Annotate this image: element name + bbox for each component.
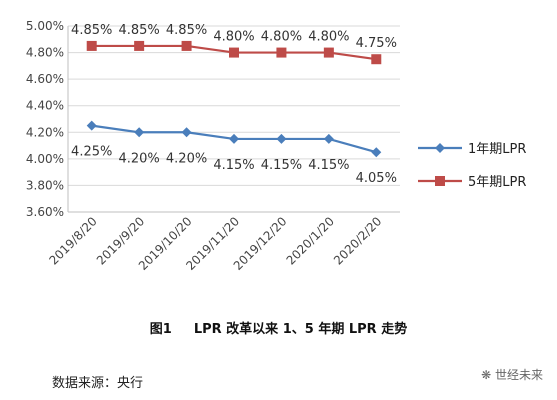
data-point [134, 127, 145, 138]
data-labels: 4.25% 4.20% 4.20% 4.15% 4.15% 4.15% 4.05% 4.85%… [71, 23, 397, 186]
figure-title: LPR 改革以来 1、5 年期 LPR 走势 [193, 322, 408, 337]
legend: 1年期LPR 5年期LPR [418, 142, 526, 190]
y-tick-label: 3.60% [26, 205, 64, 219]
legend-marker-1 [435, 143, 445, 153]
data-label: 4.80% [213, 30, 254, 45]
x-tick-label: 2020/2/20 [331, 214, 384, 267]
data-label: 4.20% [166, 151, 207, 166]
y-tick-label: 5.00% [26, 19, 64, 33]
watermark-text: 世经未来 [494, 368, 543, 382]
data-point [276, 47, 287, 58]
y-tick-label: 4.20% [26, 125, 64, 139]
legend-label-1: 1年期LPR [468, 142, 526, 157]
data-label: 4.15% [261, 158, 302, 173]
data-label: 4.20% [118, 151, 159, 166]
y-tick-label: 4.60% [26, 72, 64, 86]
y-tick-label: 4.00% [26, 152, 64, 166]
legend-marker-2 [435, 176, 445, 186]
data-point [276, 133, 287, 144]
data-point [86, 120, 97, 131]
data-label: 4.25% [71, 145, 112, 160]
data-point [323, 47, 334, 58]
data-point [323, 133, 334, 144]
data-point [181, 40, 192, 51]
y-tick-label: 3.80% [26, 178, 64, 192]
data-label: 4.05% [356, 171, 397, 186]
x-tick-label: 2019/8/20 [46, 214, 99, 267]
data-point [229, 133, 239, 144]
data-point [371, 54, 382, 65]
lpr-line-chart: 3.60% 3.80% 4.00% 4.20% 4.40% 4.60% 4.80% 5.00%… [26, 19, 527, 273]
watermark-icon: ❋ [481, 368, 495, 382]
data-label: 4.85% [71, 23, 112, 38]
data-point [371, 147, 382, 158]
legend-label-2: 5年期LPR [468, 175, 526, 190]
figure-caption: 图1 LPR 改革以来 1、5 年期 LPR 走势 [0, 318, 557, 337]
data-point [229, 47, 239, 58]
series-layer [86, 40, 382, 158]
data-label: 4.80% [261, 30, 302, 45]
figure-number: 图1 [149, 322, 172, 337]
data-point [134, 40, 145, 51]
data-label: 4.75% [356, 36, 397, 51]
data-label: 4.85% [118, 23, 159, 38]
data-point [181, 127, 192, 138]
data-source: 数据来源：央行 [52, 376, 144, 391]
data-label: 4.85% [166, 23, 207, 38]
x-tick-label: 2020/1/20 [284, 214, 337, 267]
data-point [86, 40, 97, 51]
data-label: 4.15% [308, 158, 349, 173]
data-label: 4.15% [213, 158, 254, 173]
grid-lines [67, 25, 400, 213]
x-axis-ticks: 2019/8/202019/9/202019/10/202019/11/2020… [46, 214, 384, 273]
y-axis-ticks: 3.60% 3.80% 4.00% 4.20% 4.40% 4.60% 4.80% 5.00% [26, 19, 64, 219]
y-tick-label: 4.40% [26, 99, 64, 113]
data-label: 4.80% [308, 30, 349, 45]
watermark: ❋ 世经未来 [481, 366, 543, 383]
y-tick-label: 4.80% [26, 46, 64, 60]
